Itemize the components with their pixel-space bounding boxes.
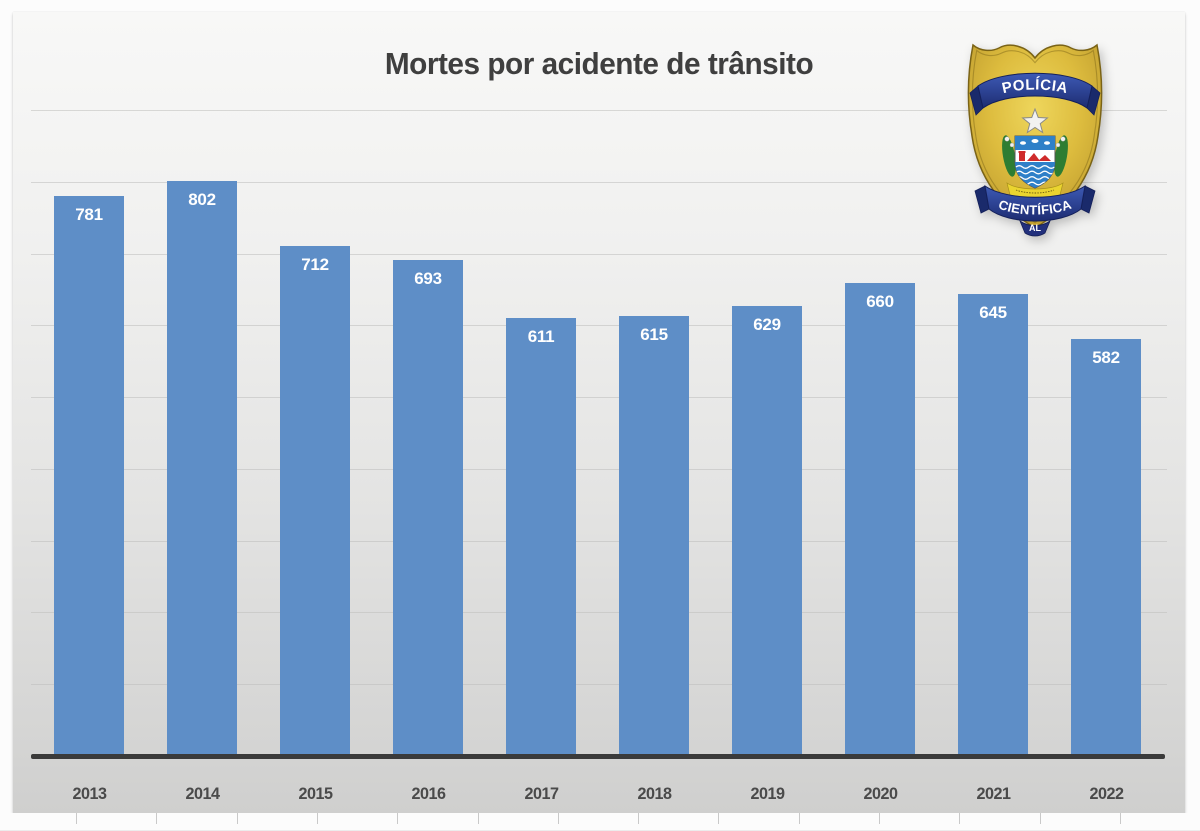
- gridline: [31, 181, 1167, 183]
- worksheet-strip: [0, 813, 1200, 831]
- gridline: [31, 325, 1167, 327]
- bar-2018: 615: [619, 315, 689, 757]
- badge-state-label: AL: [1029, 223, 1041, 233]
- bar-2013: 781: [54, 196, 124, 757]
- gridline: [31, 397, 1167, 399]
- gridline: [31, 540, 1167, 542]
- worksheet-gridline-tick: [718, 813, 719, 824]
- bar-value-label: 693: [414, 268, 442, 288]
- badge-star-icon: [1021, 107, 1049, 134]
- x-axis-label-2018: 2018: [636, 784, 672, 803]
- bar-value-label: 629: [753, 314, 781, 334]
- bar-value-label: 615: [640, 324, 668, 344]
- gridline: [31, 253, 1167, 255]
- bar-value-label: 802: [188, 190, 216, 210]
- worksheet-gridline-tick: [317, 813, 318, 824]
- bar-2020: 660: [845, 283, 915, 757]
- bar-2015: 712: [280, 245, 350, 757]
- gridline: [31, 612, 1167, 614]
- x-axis-label-2016: 2016: [410, 784, 446, 803]
- gridline: [31, 684, 1167, 686]
- bar-2016: 693: [393, 259, 463, 757]
- bar-value-label: 611: [527, 327, 555, 347]
- x-axis-label-2014: 2014: [184, 784, 220, 803]
- worksheet-gridline-tick: [156, 813, 157, 824]
- x-axis-label-2020: 2020: [862, 784, 898, 803]
- bar-value-label: 712: [301, 254, 329, 274]
- x-axis-label-2022: 2022: [1088, 784, 1124, 803]
- bar-2022: 582: [1071, 339, 1141, 757]
- gridline: [31, 468, 1167, 470]
- worksheet-gridline-tick: [478, 813, 479, 824]
- x-axis-line: [31, 754, 1165, 759]
- worksheet-gridline-tick: [959, 813, 960, 824]
- worksheet-gridline-tick: [397, 813, 398, 824]
- worksheet-gridline-tick: [1120, 813, 1121, 824]
- worksheet-gridline-tick: [558, 813, 559, 824]
- bar-value-label: 781: [75, 205, 103, 225]
- policia-cientifica-badge: POLÍCIA: [967, 43, 1103, 237]
- worksheet-gridline-tick: [638, 813, 639, 824]
- gridline: [31, 110, 1167, 111]
- x-axis-label-2013: 2013: [71, 784, 107, 803]
- badge-foliage: [1002, 135, 1068, 177]
- bar-2014: 802: [167, 181, 237, 757]
- bar-2017: 611: [506, 318, 576, 757]
- worksheet-gridline-tick: [76, 813, 77, 824]
- plot-area: 781 802 712 693 611 615 629 660 645 582: [31, 110, 1167, 757]
- worksheet-gridline-tick: [1040, 813, 1041, 824]
- badge-bottom-ribbon-text: CIENTÍFICA: [997, 197, 1074, 218]
- bar-value-label: 645: [979, 303, 1007, 322]
- worksheet-gridline-tick: [799, 813, 800, 824]
- worksheet-gridline-tick: [237, 813, 238, 824]
- badge-bottom-ribbon: CIENTÍFICA AL: [974, 184, 1096, 237]
- chart-panel: Mortes por acidente de trânsito 781 802 71…: [13, 12, 1185, 813]
- worksheet-gridline-tick: [879, 813, 880, 824]
- x-axis-labels: 2013 2014 2015 2016 2017 2018 2019 2020 2021 2022: [33, 784, 1165, 808]
- x-axis-label-2021: 2021: [975, 784, 1011, 803]
- chart-title: Mortes por acidente de trânsito: [384, 46, 814, 81]
- x-axis-label-2015: 2015: [297, 784, 333, 803]
- bar-2021: 645: [958, 294, 1028, 757]
- bar-value-label: 582: [1092, 348, 1120, 368]
- x-axis-label-2019: 2019: [749, 784, 785, 803]
- badge-coat-of-arms: [1006, 135, 1064, 200]
- bar-value-label: 660: [866, 292, 894, 312]
- x-axis-label-2017: 2017: [523, 784, 559, 803]
- bar-2019: 629: [732, 305, 802, 757]
